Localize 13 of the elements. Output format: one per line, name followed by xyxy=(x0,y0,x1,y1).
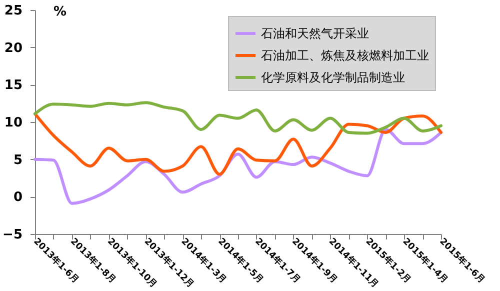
y-axis-title: % xyxy=(54,4,67,20)
y-tick-label: 20 xyxy=(4,40,22,56)
y-tick-label: 15 xyxy=(4,78,22,94)
line-series xyxy=(34,112,442,176)
y-tick-label: 0 xyxy=(13,190,22,206)
y-tick-label: 25 xyxy=(4,4,22,18)
y-tick-label: −5 xyxy=(2,228,22,242)
legend-label: 化学原料及化学制品制造业 xyxy=(261,70,405,84)
y-tick-label: 5 xyxy=(13,152,22,168)
y-tick-label: 10 xyxy=(4,116,22,130)
line-series xyxy=(34,101,442,135)
legend-label: 石油加工、炼焦及核燃料加工业 xyxy=(261,48,429,62)
legend-label: 石油和天然气开采业 xyxy=(261,26,369,40)
